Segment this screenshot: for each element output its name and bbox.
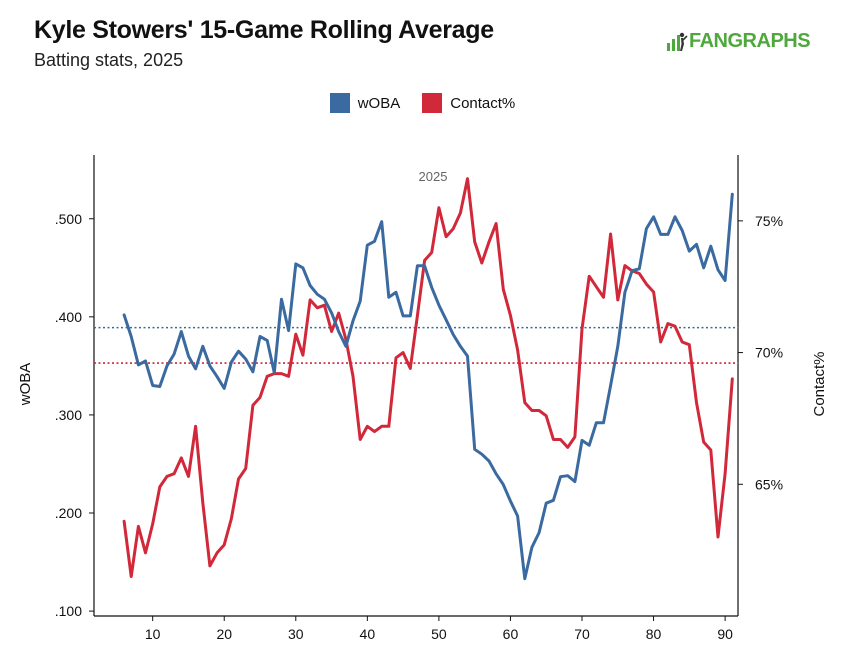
series-line-woba [122,192,734,581]
legend-label-contact: Contact% [450,94,516,112]
x-tick-label: 50 [431,626,447,642]
logo-bars-icon [666,31,688,53]
x-tick-label: 20 [216,626,232,642]
y-left-tick-label: .100 [55,603,82,619]
legend-label-woba: wOBA [357,94,401,112]
y-left-tick-label: .400 [55,309,82,325]
x-tick-label: 10 [145,626,161,642]
y-left-tick-label: .500 [55,211,82,227]
fangraphs-logo: FANGRAPHS [666,30,811,53]
series-line-contact [122,177,734,578]
y-axis-right-label: Contact% [811,351,828,416]
y-left-tick-label: .200 [55,505,82,521]
x-tick-label: 60 [503,626,519,642]
y-right-tick-label: 75% [755,213,783,229]
legend-swatch-woba [329,93,350,113]
chart-legend: wOBA Contact% [0,93,845,113]
x-tick-label: 80 [646,626,662,642]
y-right-tick-label: 70% [755,345,783,361]
legend-item-contact: Contact% [422,93,515,113]
y-right-tick-label: 65% [755,476,783,492]
legend-item-woba: wOBA [329,93,401,113]
x-tick-label: 40 [360,626,376,642]
chart-title: Kyle Stowers' 15-Game Rolling Average [34,16,494,44]
x-tick-label: 70 [574,626,590,642]
y-axis-left-label: wOBA [17,363,34,407]
x-tick-label: 90 [717,626,733,642]
x-tick-label: 30 [288,626,304,642]
y-left-tick-label: .300 [55,407,82,423]
logo-text: FANGRAPHS [689,30,811,52]
legend-swatch-contact [422,93,443,113]
panel-label: 2025 [419,169,448,184]
chart-subtitle: Batting stats, 2025 [34,50,184,70]
